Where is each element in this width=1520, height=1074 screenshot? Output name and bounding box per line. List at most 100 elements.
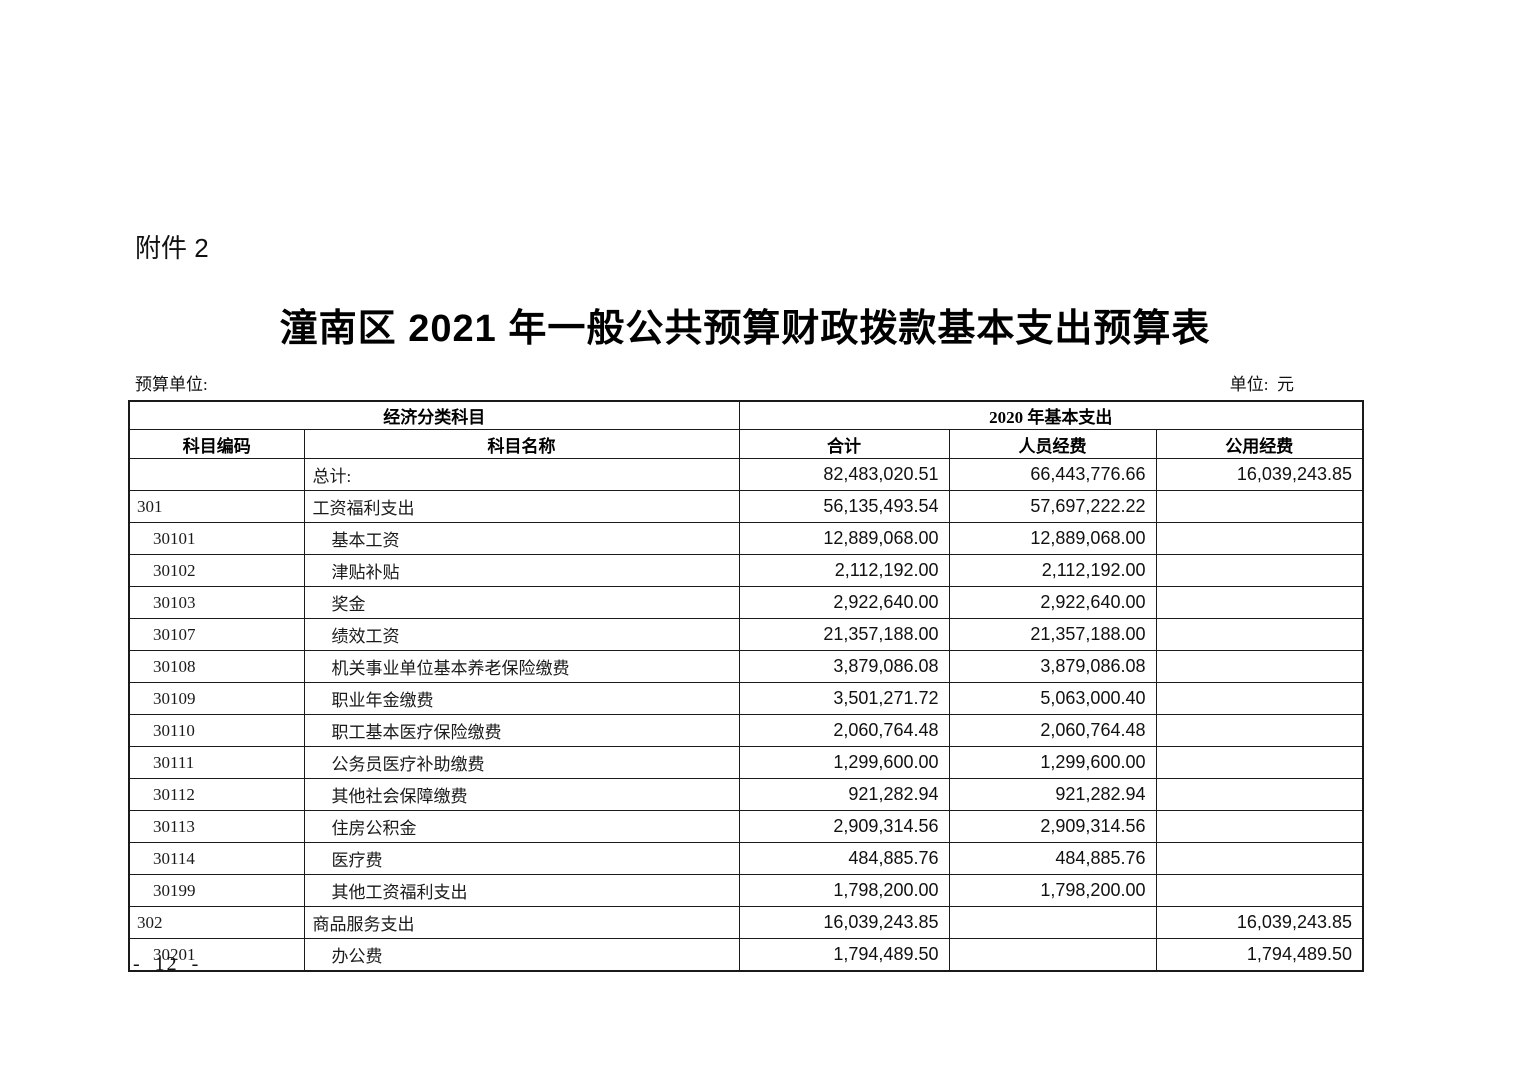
table-body: 总计: 82,483,020.51 66,443,776.66 16,039,243.… <box>128 458 1364 972</box>
table-row: 302 商品服务支出 16,039,243.85 16,039,243.85 <box>128 906 1364 939</box>
cell-personnel-funds: 921,282.94 <box>948 778 1157 811</box>
table-row: 30101 基本工资 12,889,068.00 12,889,068.00 <box>128 522 1364 555</box>
cell-personnel-funds: 5,063,000.40 <box>948 682 1157 715</box>
table-row: 30201 办公费 1,794,489.50 1,794,489.50 <box>128 938 1364 972</box>
cell-subject-name: 津贴补贴 <box>303 554 740 587</box>
cell-personnel-funds: 12,889,068.00 <box>948 522 1157 555</box>
cell-subject-code: 30113 <box>128 810 305 843</box>
header-group-row: 经济分类科目 2020 年基本支出 <box>128 400 1364 430</box>
table-row: 301 工资福利支出 56,135,493.54 57,697,222.22 <box>128 490 1364 523</box>
cell-subject-code: 30109 <box>128 682 305 715</box>
header-columns-row: 科目编码 科目名称 合计 人员经费 公用经费 <box>128 429 1364 459</box>
table-row: 30112 其他社会保障缴费 921,282.94 921,282.94 <box>128 778 1364 811</box>
table-header: 经济分类科目 2020 年基本支出 科目编码 科目名称 合计 人员经费 公用经费 <box>128 400 1364 459</box>
cell-personnel-funds: 1,299,600.00 <box>948 746 1157 779</box>
cell-total: 1,794,489.50 <box>738 938 950 972</box>
cell-subject-name: 职工基本医疗保险缴费 <box>303 714 740 747</box>
cell-total: 2,112,192.00 <box>738 554 950 587</box>
cell-subject-code: 30111 <box>128 746 305 779</box>
cell-public-funds <box>1155 746 1364 779</box>
page-number: - 12 - <box>133 953 201 975</box>
cell-subject-name: 工资福利支出 <box>303 490 740 523</box>
cell-subject-code: 30201 <box>128 938 305 972</box>
table-row: 30113 住房公积金 2,909,314.56 2,909,314.56 <box>128 810 1364 843</box>
cell-total: 921,282.94 <box>738 778 950 811</box>
cell-public-funds <box>1155 714 1364 747</box>
cell-public-funds: 16,039,243.85 <box>1155 906 1364 939</box>
header-total: 合计 <box>738 429 950 459</box>
header-economic-classification: 经济分类科目 <box>128 400 740 430</box>
cell-public-funds <box>1155 618 1364 651</box>
header-subject-code: 科目编码 <box>128 429 305 459</box>
cell-public-funds: 16,039,243.85 <box>1155 458 1364 491</box>
cell-subject-name: 公务员医疗补助缴费 <box>303 746 740 779</box>
cell-subject-name: 基本工资 <box>303 522 740 555</box>
cell-subject-name: 办公费 <box>303 938 740 972</box>
cell-subject-name: 总计: <box>303 458 740 491</box>
cell-public-funds <box>1155 522 1364 555</box>
cell-total: 2,909,314.56 <box>738 810 950 843</box>
cell-personnel-funds: 484,885.76 <box>948 842 1157 875</box>
cell-total: 1,798,200.00 <box>738 874 950 907</box>
table-row: 30110 职工基本医疗保险缴费 2,060,764.48 2,060,764.48 <box>128 714 1364 747</box>
cell-public-funds <box>1155 554 1364 587</box>
cell-personnel-funds: 2,112,192.00 <box>948 554 1157 587</box>
cell-subject-code: 301 <box>128 490 305 523</box>
page-title: 潼南区 2021 年一般公共预算财政拨款基本支出预算表 <box>279 308 1211 350</box>
cell-subject-code: 30102 <box>128 554 305 587</box>
cell-personnel-funds <box>948 938 1157 972</box>
cell-public-funds <box>1155 874 1364 907</box>
cell-total: 12,889,068.00 <box>738 522 950 555</box>
cell-personnel-funds: 57,697,222.22 <box>948 490 1157 523</box>
cell-total: 16,039,243.85 <box>738 906 950 939</box>
budget-unit-label: 预算单位: <box>135 375 208 394</box>
cell-personnel-funds: 1,798,200.00 <box>948 874 1157 907</box>
cell-subject-name: 医疗费 <box>303 842 740 875</box>
table-row: 总计: 82,483,020.51 66,443,776.66 16,039,243.… <box>128 458 1364 491</box>
cell-subject-name: 其他社会保障缴费 <box>303 778 740 811</box>
currency-unit-label: 单位: 元 <box>1229 375 1294 394</box>
cell-subject-code <box>128 458 305 491</box>
cell-total: 2,060,764.48 <box>738 714 950 747</box>
cell-subject-code: 30103 <box>128 586 305 619</box>
cell-total: 82,483,020.51 <box>738 458 950 491</box>
cell-subject-code: 30112 <box>128 778 305 811</box>
cell-subject-code: 30107 <box>128 618 305 651</box>
table-row: 30108 机关事业单位基本养老保险缴费 3,879,086.08 3,879,086… <box>128 650 1364 683</box>
cell-public-funds <box>1155 810 1364 843</box>
header-public-funds: 公用经费 <box>1155 429 1364 459</box>
cell-personnel-funds: 21,357,188.00 <box>948 618 1157 651</box>
cell-personnel-funds: 66,443,776.66 <box>948 458 1157 491</box>
header-personnel-funds: 人员经费 <box>948 429 1157 459</box>
cell-public-funds <box>1155 778 1364 811</box>
cell-public-funds <box>1155 650 1364 683</box>
table-row: 30103 奖金 2,922,640.00 2,922,640.00 <box>128 586 1364 619</box>
cell-subject-code: 30108 <box>128 650 305 683</box>
cell-total: 1,299,600.00 <box>738 746 950 779</box>
table-row: 30111 公务员医疗补助缴费 1,299,600.00 1,299,600.00 <box>128 746 1364 779</box>
cell-subject-code: 302 <box>128 906 305 939</box>
cell-subject-name: 奖金 <box>303 586 740 619</box>
cell-subject-name: 商品服务支出 <box>303 906 740 939</box>
table-row: 30107 绩效工资 21,357,188.00 21,357,188.00 <box>128 618 1364 651</box>
cell-personnel-funds <box>948 906 1157 939</box>
cell-total: 3,879,086.08 <box>738 650 950 683</box>
cell-personnel-funds: 3,879,086.08 <box>948 650 1157 683</box>
cell-total: 484,885.76 <box>738 842 950 875</box>
header-subject-name: 科目名称 <box>303 429 740 459</box>
cell-public-funds <box>1155 682 1364 715</box>
table-row: 30102 津贴补贴 2,112,192.00 2,112,192.00 <box>128 554 1364 587</box>
cell-total: 56,135,493.54 <box>738 490 950 523</box>
cell-subject-code: 30199 <box>128 874 305 907</box>
cell-public-funds <box>1155 586 1364 619</box>
cell-total: 21,357,188.00 <box>738 618 950 651</box>
table-row: 30199 其他工资福利支出 1,798,200.00 1,798,200.00 <box>128 874 1364 907</box>
cell-subject-code: 30114 <box>128 842 305 875</box>
cell-subject-code: 30101 <box>128 522 305 555</box>
cell-subject-name: 职业年金缴费 <box>303 682 740 715</box>
table-row: 30114 医疗费 484,885.76 484,885.76 <box>128 842 1364 875</box>
attachment-label: 附件 2 <box>135 233 209 263</box>
header-2020-basic-expenditure: 2020 年基本支出 <box>738 400 1364 430</box>
budget-table: 经济分类科目 2020 年基本支出 科目编码 科目名称 合计 人员经费 公用经费… <box>128 400 1365 972</box>
